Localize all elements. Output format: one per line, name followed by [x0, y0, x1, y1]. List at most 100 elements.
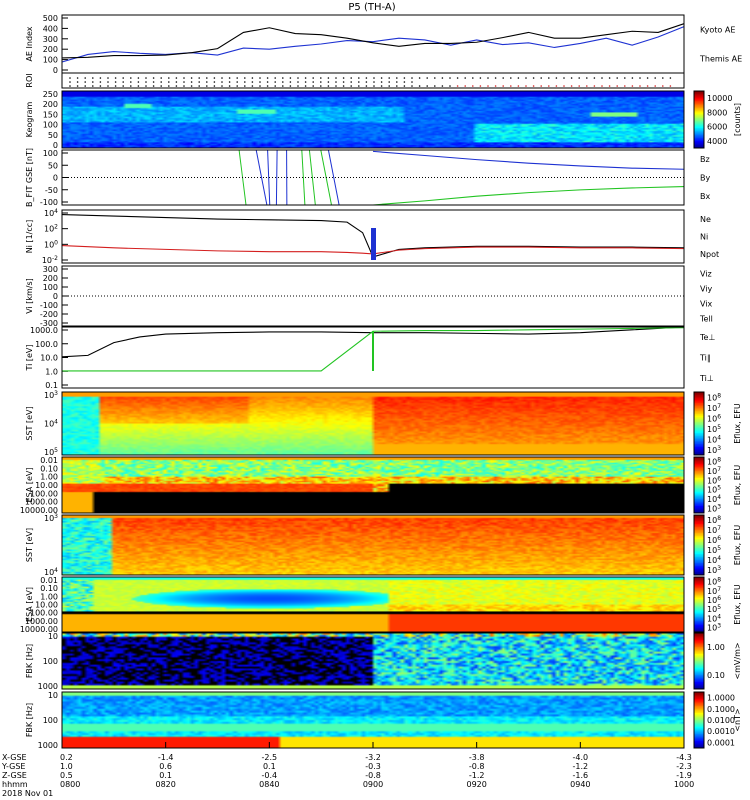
temperature-ytick: 1000.0	[30, 326, 58, 335]
colorbar-cell	[694, 417, 704, 420]
colorbar-cell	[694, 633, 704, 635]
keogram-ytick: 100	[43, 121, 58, 130]
esa_i-ytick: 10000.00	[20, 506, 58, 515]
colorbar-cell	[694, 720, 704, 722]
roi-dot	[122, 85, 124, 87]
colorbar-cell	[694, 621, 704, 623]
density-line	[61, 245, 685, 255]
roi-dot	[335, 77, 337, 79]
colorbar-cell	[694, 122, 704, 125]
colorbar-cell	[694, 450, 704, 453]
axis-row-label: Y-GSE	[1, 762, 25, 771]
colorbar-cell	[694, 453, 704, 456]
colorbar-cell	[694, 136, 704, 139]
colorbar-cell	[694, 654, 704, 656]
colorbar-cell	[694, 494, 704, 497]
colorbar-cell	[694, 662, 704, 665]
colorbar-cell	[694, 125, 704, 128]
colorbar-cell	[694, 743, 704, 746]
legend-item: Npot	[700, 250, 719, 259]
esa-electrons-image	[62, 577, 684, 632]
roi-dot	[244, 77, 246, 79]
colorbar-cell	[694, 694, 704, 697]
roi-dot	[434, 85, 436, 87]
roi-dot	[669, 77, 672, 79]
colorbar-cell	[694, 468, 704, 471]
colorbar-cell	[694, 472, 704, 475]
colorbar-cell	[694, 686, 704, 689]
temperature-ytick: 10.0	[40, 354, 58, 363]
roi-dot	[228, 85, 231, 87]
panel-frame	[61, 391, 685, 456]
ae-ytick: 0	[53, 66, 58, 75]
colorbar-cell	[694, 561, 704, 564]
roi-dot	[411, 77, 413, 79]
colorbar-cell	[694, 706, 704, 708]
temperature-line	[62, 327, 685, 372]
colorbar-cell	[694, 552, 704, 555]
colorbar-cell	[694, 440, 704, 443]
colorbar-cell	[694, 445, 704, 448]
axis-row-value: 0840	[259, 780, 279, 789]
colorbar-label: <nT>	[733, 708, 742, 731]
colorbar-cell	[694, 741, 704, 743]
colorbar-cell	[694, 554, 704, 556]
colorbar-cell	[694, 601, 704, 604]
roi-dot	[365, 81, 368, 83]
colorbar-frame	[693, 90, 705, 149]
roi-dot	[92, 85, 94, 87]
colorbar-cell	[694, 679, 704, 682]
roi-dot	[654, 85, 656, 87]
colorbar-label: <mV/m>	[733, 642, 742, 679]
colorbar-cell	[694, 669, 704, 672]
colorbar-cell	[694, 625, 704, 627]
roi-dot	[84, 81, 86, 83]
colorbar-cell	[694, 524, 704, 526]
fbk_b-ytick: 1000	[38, 741, 58, 750]
colorbar-cell	[694, 703, 704, 706]
roi-dot	[494, 77, 497, 79]
temperature-panel: Ti [eV] 0.1 1.0 10.0 100.0 1000.0	[25, 326, 68, 390]
roi-dot	[342, 81, 345, 83]
roi-dot	[449, 85, 451, 87]
bfit-ylabel: B_FIT GSE [nT]	[25, 148, 34, 207]
roi-dot	[175, 85, 178, 87]
roi-dot	[472, 77, 474, 79]
colorbar-cell	[694, 682, 704, 684]
roi-dot	[236, 77, 238, 79]
plot-title: P5 (TH-A)	[348, 2, 395, 13]
colorbar-cell	[694, 592, 704, 594]
colorbar-label: Eflux, EFU	[733, 584, 742, 625]
colorbar-cell	[694, 549, 704, 552]
colorbar-cell	[694, 736, 704, 739]
colorbar-tick: 105	[707, 545, 721, 555]
colorbar-cell	[694, 727, 704, 729]
colorbar-tick: 106	[707, 475, 721, 485]
roi-dot	[198, 77, 200, 79]
colorbar-cell	[694, 641, 704, 644]
colorbar-cell	[694, 486, 704, 489]
colorbar-cell	[694, 395, 704, 398]
colorbar-cell	[694, 699, 704, 701]
colorbar-tick: 103	[707, 503, 721, 513]
velocity-ytick: -200	[40, 310, 58, 319]
colorbar-cell	[694, 581, 704, 583]
roi-dot	[130, 81, 132, 83]
roi-dot	[289, 77, 292, 79]
roi-dot	[388, 77, 391, 79]
bfit-by-line	[372, 186, 685, 206]
roi-dot	[183, 81, 185, 83]
colorbar-cell	[694, 533, 704, 535]
colorbar-tick: 107	[707, 586, 721, 596]
sst_i-ylabel: SST [eV]	[25, 406, 34, 440]
colorbar-cell	[694, 439, 704, 442]
colorbar-cell	[694, 92, 704, 95]
density-ytick: 104	[44, 208, 58, 218]
sst_i-ytick: 104	[44, 419, 58, 429]
roi-dot	[76, 85, 79, 87]
colorbar-cell	[694, 530, 704, 532]
colorbar-cell	[694, 582, 704, 585]
axis-row-value: -0.8	[365, 771, 381, 780]
colorbar-cell	[694, 91, 704, 93]
roi-dot	[175, 81, 178, 83]
